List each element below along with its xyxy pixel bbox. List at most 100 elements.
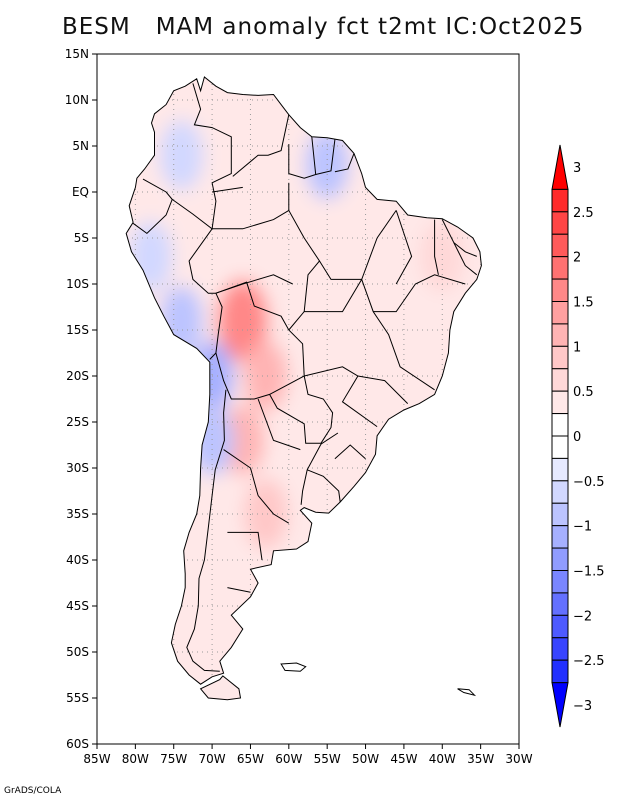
lon-tick-label: 65W — [237, 752, 264, 766]
country-border — [257, 495, 290, 524]
colorbar-label: −3 — [573, 699, 592, 714]
colorbar-bin — [551, 480, 569, 504]
colorbar-bin — [551, 525, 569, 549]
colorbar-label: −1.5 — [573, 565, 605, 580]
footer-credit: GrADS/COLA — [4, 786, 62, 796]
anomaly-andes-central-warm — [216, 279, 269, 363]
lat-tick-label: EQ — [72, 185, 89, 199]
country-border — [288, 279, 363, 331]
colorbar-bin — [551, 188, 569, 213]
country-border — [395, 210, 413, 285]
colorbar-bin — [551, 323, 569, 347]
colorbar-label: −2 — [573, 609, 592, 624]
colorbar-min-arrow — [551, 682, 569, 728]
colorbar-label: −0.5 — [573, 475, 605, 490]
anomaly-argentina-warm — [243, 478, 288, 550]
country-border — [269, 375, 334, 444]
lat-tick-label: 5N — [72, 139, 89, 153]
country-borders — [132, 83, 478, 672]
country-border — [215, 281, 305, 400]
colorbar-bin — [551, 570, 569, 594]
lat-tick-label: 10S — [66, 277, 89, 291]
country-border — [288, 136, 317, 179]
country-border — [373, 274, 466, 313]
lat-tick-label: 40S — [66, 553, 89, 567]
colorbar-bin — [551, 592, 569, 616]
map-frame-border — [96, 53, 520, 745]
lon-tick-label: 55W — [314, 752, 341, 766]
longitude-axis: 85W 80W 75W 70W 65W 60W 55W 50W 45W 40W 35W 30W — [83, 744, 533, 766]
anomaly-bolivia-warm — [243, 340, 288, 412]
colorbar-bin — [551, 435, 569, 459]
colorbar-label: −2.5 — [573, 654, 605, 669]
lat-tick-label: 25S — [66, 415, 89, 429]
lon-tick-label: 30W — [505, 752, 532, 766]
country-border — [171, 198, 223, 360]
lat-tick-label: 60S — [66, 737, 89, 751]
colorbar: 3 2.5 2 1.5 1 0.5 0 −0.5 −1 −1.5 −2 −2.5 −3 — [551, 144, 605, 728]
country-border — [227, 587, 251, 593]
lat-tick-label: 45S — [66, 599, 89, 613]
anomaly-andes-south-warm — [220, 405, 265, 476]
country-border — [132, 178, 173, 235]
lat-tick-label: 55S — [66, 691, 89, 705]
latitude-axis: 15N 10N 5N EQ 5S 10S 15S 20S 25S 30S 35S 40S 45S 50S 5… — [65, 47, 97, 751]
lon-tick-label: 80W — [122, 752, 149, 766]
colorbar-max-arrow — [551, 144, 569, 190]
colorbar-bin — [551, 659, 569, 684]
country-border — [376, 210, 397, 239]
lat-tick-label: 50S — [66, 645, 89, 659]
lon-tick-label: 70W — [199, 752, 226, 766]
colorbar-label: 0.5 — [573, 385, 594, 400]
country-border — [232, 114, 290, 177]
country-border — [227, 531, 263, 561]
colorbar-label: 1.5 — [573, 296, 594, 311]
colorbar-bin — [551, 413, 569, 437]
colorbar-bin — [551, 390, 569, 415]
colorbar-bin — [551, 614, 569, 639]
country-border — [361, 279, 435, 391]
lat-tick-label: 15N — [65, 47, 89, 61]
country-border — [304, 366, 409, 404]
country-border — [223, 449, 259, 496]
anomaly-colombia-cool — [159, 120, 204, 191]
colorbar-bin — [551, 502, 569, 527]
country-border — [192, 83, 232, 229]
south-georgia-coastline — [457, 688, 477, 697]
country-border — [341, 375, 378, 428]
country-border — [334, 153, 355, 173]
colorbar-label: −1 — [573, 520, 592, 535]
lon-tick-label: 85W — [83, 752, 110, 766]
country-border — [212, 209, 305, 239]
lat-tick-label: 10N — [65, 93, 89, 107]
lat-tick-label: 15S — [66, 323, 89, 337]
lat-tick-label: 5S — [74, 231, 89, 245]
continent-coastline — [125, 76, 482, 685]
country-border — [215, 274, 293, 294]
colorbar-label: 2 — [573, 251, 581, 266]
colorbar-label: 3 — [573, 161, 581, 176]
lon-tick-label: 35W — [467, 752, 494, 766]
lon-tick-label: 75W — [160, 752, 187, 766]
anomaly-northeast-brazil-warm — [420, 221, 465, 292]
colorbar-bin — [551, 345, 569, 370]
colorbar-bin — [551, 547, 569, 571]
colorbar-bin — [551, 211, 569, 235]
colorbar-label: 1 — [573, 340, 581, 355]
lon-tick-label: 50W — [352, 752, 379, 766]
colorbar-bin — [551, 368, 569, 392]
country-border — [334, 444, 366, 460]
tierra-del-fuego-coastline — [199, 675, 242, 701]
country-border — [434, 219, 439, 275]
lon-tick-label: 45W — [390, 752, 417, 766]
colorbar-bin — [551, 457, 569, 482]
colorbar-label: 2.5 — [573, 206, 594, 221]
map-title: BESM MAM anomaly fct t2mt IC:Oct2025 — [62, 14, 585, 40]
country-border — [307, 469, 341, 503]
colorbar-bin — [551, 278, 569, 303]
country-border — [319, 237, 378, 280]
country-border — [453, 242, 478, 276]
country-border — [186, 389, 227, 672]
country-border — [257, 398, 301, 451]
country-border — [441, 219, 477, 257]
